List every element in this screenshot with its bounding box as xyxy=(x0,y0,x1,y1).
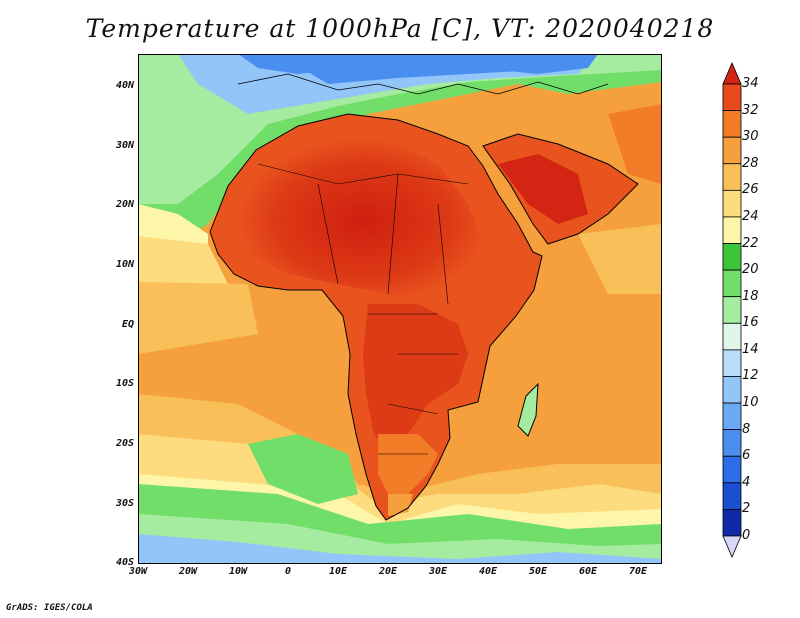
colorbar-bottom-cap xyxy=(722,535,742,558)
lat-label-10s: 10S xyxy=(115,378,134,389)
lon-label-0: 0 xyxy=(284,566,292,577)
lon-label-20e: 20E xyxy=(378,566,398,577)
atlantic-lightorange-north xyxy=(138,236,228,294)
colorbar-segment xyxy=(722,136,742,165)
colorbar-segment xyxy=(722,376,742,404)
colorbar-label: 34 xyxy=(742,76,759,91)
colorbar-label: 12 xyxy=(742,368,759,384)
arabian-sea-lightorange xyxy=(578,224,662,294)
arabia-coastline xyxy=(482,133,639,245)
map-title: Temperature at 1000hPa [C], VT: 20200402… xyxy=(85,14,715,43)
colorbar-label: 0 xyxy=(742,528,751,543)
lat-label-30s: 30S xyxy=(115,498,134,509)
colorbar-label: 20 xyxy=(742,262,759,278)
lon-label-10w: 10W xyxy=(228,566,248,577)
madagascar-coastline xyxy=(517,382,539,437)
colorbar-label: 28 xyxy=(742,155,759,171)
map-frame xyxy=(138,54,662,564)
colorbar-label: 2 xyxy=(742,501,751,517)
colorbar-label: 22 xyxy=(742,235,759,251)
colorbar-label: 8 xyxy=(742,421,751,437)
lon-label-30e: 30E xyxy=(428,566,448,577)
colorbar-label: 14 xyxy=(742,341,759,357)
colorbar-label: 30 xyxy=(742,129,759,145)
colorbar-top-cap xyxy=(722,62,742,85)
lat-label-10n: 10N xyxy=(115,259,134,270)
lon-label-10e: 10E xyxy=(328,566,348,577)
colorbar-segment xyxy=(722,296,742,324)
lat-label-eq: EQ xyxy=(121,319,134,330)
arabia-hot-core xyxy=(498,154,588,224)
colorbar-segment xyxy=(722,269,742,298)
lon-label-60e: 60E xyxy=(578,566,598,577)
lon-label-40e: 40E xyxy=(478,566,498,577)
lon-label-50e: 50E xyxy=(528,566,548,577)
colorbar-segment xyxy=(722,163,742,191)
lat-label-40s: 40S xyxy=(115,557,134,568)
lon-label-30w: 30W xyxy=(128,566,148,577)
footer-credit: GrADS: IGES/COLA xyxy=(6,603,93,613)
lat-label-30n: 30N xyxy=(115,140,134,151)
south-atlantic-green-patch xyxy=(248,434,358,504)
colorbar-segment xyxy=(722,322,742,351)
colorbar-segment xyxy=(722,243,742,271)
colorbar-label: 10 xyxy=(742,395,759,411)
colorbar-segment xyxy=(722,110,742,138)
colorbar-segment xyxy=(722,83,742,111)
colorbar-label: 18 xyxy=(742,288,759,304)
europe-land xyxy=(238,54,598,74)
country-borders xyxy=(257,163,469,455)
colorbar-segment xyxy=(722,189,742,218)
iran-warm xyxy=(608,104,662,184)
colorbar xyxy=(722,62,742,558)
colorbar-label: 16 xyxy=(742,315,759,331)
cape-warm xyxy=(388,494,413,516)
colorbar-segment xyxy=(722,216,742,244)
southern-africa-warm xyxy=(378,434,438,494)
colorbar-label: 4 xyxy=(742,474,751,490)
colorbar-segment xyxy=(722,509,742,537)
europe-coastline xyxy=(237,73,609,95)
lon-label-20w: 20W xyxy=(178,566,198,577)
central-africa-hot xyxy=(363,304,468,454)
lat-label-40n: 40N xyxy=(115,80,134,91)
colorbar-segment xyxy=(722,402,742,431)
southern-ocean-lightblue xyxy=(138,534,662,564)
lon-label-70e: 70E xyxy=(628,566,648,577)
colorbar-segment xyxy=(722,482,742,510)
atlantic-orange xyxy=(138,282,258,354)
lat-label-20n: 20N xyxy=(115,199,134,210)
colorbar-label: 24 xyxy=(742,208,759,224)
colorbar-segment xyxy=(722,455,742,484)
sahara-hot-core xyxy=(238,138,488,304)
colorbar-segment xyxy=(722,349,742,377)
colorbar-label: 26 xyxy=(742,182,759,198)
africa-coastline xyxy=(209,113,543,521)
lat-label-20s: 20S xyxy=(115,438,134,449)
colorbar-label: 6 xyxy=(742,448,751,464)
colorbar-label: 32 xyxy=(742,102,759,118)
colorbar-segment xyxy=(722,429,742,457)
temperature-map xyxy=(138,54,662,564)
